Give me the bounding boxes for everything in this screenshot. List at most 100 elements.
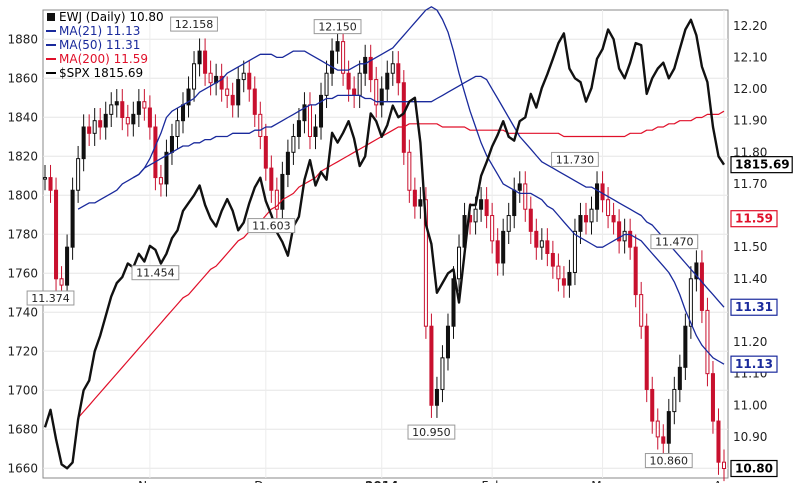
- candle-body: [48, 177, 53, 191]
- candle-body: [341, 41, 346, 74]
- candle-body: [556, 265, 561, 280]
- candle-body: [142, 101, 147, 109]
- candle-body: [572, 230, 577, 273]
- candle-body: [230, 94, 235, 106]
- annotation-box: [247, 218, 296, 234]
- candle-body: [628, 230, 633, 248]
- candle-body: [136, 101, 141, 115]
- candle-body: [120, 101, 125, 119]
- candle-body: [655, 420, 660, 438]
- value-tag-text: 1815.69: [735, 158, 790, 172]
- candle-body: [280, 173, 285, 210]
- candle-body: [677, 366, 682, 390]
- x-tick-label: Nov: [138, 479, 161, 483]
- candle-body: [70, 189, 75, 248]
- candle-body: [302, 104, 307, 122]
- candle-body: [661, 436, 666, 444]
- candle-body: [241, 72, 246, 81]
- candle-body: [203, 50, 208, 74]
- candle-body: [710, 373, 715, 422]
- candle-body: [694, 262, 699, 280]
- annotation-box: [551, 151, 599, 167]
- ewj-candles: [42, 28, 727, 482]
- legend-swatch: [47, 13, 55, 21]
- candle-body: [291, 135, 296, 153]
- candle-body: [98, 120, 103, 128]
- annotation-box: [650, 234, 699, 250]
- annotation-label: 10.950: [412, 426, 451, 439]
- candle-body: [589, 208, 594, 223]
- candle-body: [721, 461, 727, 470]
- right-tick-label: 11.90: [733, 114, 767, 128]
- legend-entry: MA(200) 11.59: [59, 52, 148, 66]
- candle-body: [666, 411, 671, 444]
- candle-body: [236, 79, 241, 106]
- candle-body: [528, 208, 533, 232]
- value-tag-text: 11.59: [735, 212, 773, 226]
- left-tick-label: 1780: [7, 227, 38, 241]
- x-tick-label: Dec: [254, 479, 277, 483]
- candle-body: [451, 278, 456, 327]
- candle-body: [208, 72, 213, 84]
- left-tick-label: 1880: [7, 32, 38, 46]
- candle-body: [550, 252, 555, 267]
- candle-body: [639, 294, 644, 327]
- candle-body: [716, 420, 721, 463]
- candle-body: [54, 189, 59, 280]
- candle-body: [490, 215, 495, 242]
- line-spx: [43, 18, 726, 470]
- right-tick-label: 10.90: [733, 430, 767, 444]
- candle-body: [512, 189, 517, 217]
- right-tick-label: 11.50: [733, 240, 767, 254]
- x-tick-label: Mar: [591, 479, 614, 483]
- candle-body: [445, 325, 451, 359]
- candle-body: [595, 183, 600, 210]
- value-tag-text: 10.80: [735, 462, 773, 476]
- candle-body: [192, 63, 197, 90]
- candle-body: [583, 215, 589, 223]
- right-tick-label: 12.20: [733, 19, 767, 33]
- x-tick-label: 2014: [365, 479, 398, 483]
- candle-body: [363, 56, 368, 74]
- value-tag-box: [730, 355, 778, 373]
- value-tag-text: 11.31: [735, 300, 773, 314]
- left-tick-label: 1660: [7, 461, 38, 475]
- candle-body: [368, 56, 373, 81]
- candle-body: [484, 199, 489, 217]
- candle-body: [396, 63, 401, 84]
- candle-body: [274, 189, 279, 210]
- candle-body: [457, 246, 462, 280]
- candle-body: [76, 158, 81, 191]
- candle-body: [418, 199, 423, 207]
- line-ma21: [77, 6, 725, 365]
- candle-body: [683, 325, 688, 368]
- candle-body: [335, 41, 340, 52]
- candle-body: [473, 208, 478, 223]
- candle-body: [252, 88, 257, 115]
- left-tick-label: 1740: [7, 305, 38, 319]
- candle-body: [539, 240, 544, 248]
- left-axis-ticks: 1660 1680 1700 1720 1740 1760 1780 1800 1820 1840…: [7, 32, 38, 475]
- candle-body: [158, 177, 163, 185]
- candle-body: [495, 240, 500, 264]
- legend-entry: EWJ (Daily) 10.80: [59, 10, 164, 24]
- candle-body: [385, 72, 390, 90]
- candle-body: [423, 199, 428, 327]
- candle-body: [103, 113, 108, 128]
- right-tick-label: 11.20: [733, 335, 767, 349]
- left-tick-label: 1760: [7, 266, 38, 280]
- candle-body: [307, 104, 312, 137]
- right-tick-label: 11.70: [733, 177, 767, 191]
- candle-body: [65, 246, 70, 286]
- value-tag-box: [730, 298, 778, 316]
- candle-body: [263, 135, 268, 169]
- candle-body: [672, 388, 677, 413]
- candle-body: [705, 309, 710, 375]
- candle-body: [324, 72, 329, 96]
- candle-body: [506, 215, 511, 232]
- candle-body: [346, 72, 351, 90]
- candle-body: [578, 215, 583, 232]
- candle-body: [545, 240, 550, 254]
- candle-body: [561, 278, 566, 286]
